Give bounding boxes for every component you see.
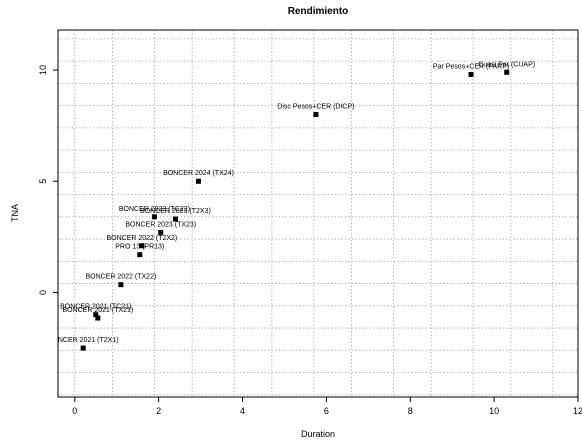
x-axis-label: Duration <box>301 429 335 439</box>
point-label: BONCER 2021 (T2X1) <box>48 337 119 344</box>
data-point <box>137 252 143 258</box>
data-points: Cuasi Par (CUAP)Par Pesos+CER (PARP) Disc… <box>48 61 535 351</box>
data-point <box>195 178 201 184</box>
x-tick-label: 4 <box>240 406 245 416</box>
x-tick-label: 6 <box>324 406 329 416</box>
x-tick-label: 0 <box>72 406 77 416</box>
point-label: BONCER 2024 (TX24) <box>163 170 234 177</box>
point-label: Disc Pesos+CER (DICP) <box>277 104 354 111</box>
plot-frame <box>57 29 579 398</box>
point-label: BONCER 2021 (TX21) <box>62 307 133 314</box>
x-tick-label: 2 <box>156 406 161 416</box>
data-point <box>80 345 86 351</box>
point-labels: Cuasi Par (CUAP)Par Pesos+CER (PARP) Disc… <box>48 61 535 344</box>
data-point <box>93 312 99 318</box>
point-label: BONCER 2023 (TC23) <box>119 206 190 213</box>
axis-ticks: 0 2 4 6 8 10 12 0 5 10 <box>38 65 582 416</box>
y-tick-label: 10 <box>38 65 48 75</box>
point-label: Cuasi Par (CUAP) <box>478 61 535 68</box>
data-point <box>118 282 124 288</box>
point-label: BONCER 2021 (TC21) <box>60 304 131 311</box>
data-point <box>172 216 178 222</box>
data-point <box>95 315 101 321</box>
y-tick-label: 5 <box>38 179 48 184</box>
data-point <box>151 214 157 220</box>
y-tick-label: 0 <box>38 290 48 295</box>
point-label: BONCER 2022 (T2X2) <box>106 235 177 242</box>
data-point <box>468 71 474 77</box>
y-axis-label: TNA <box>10 204 20 222</box>
grid-lines <box>58 30 578 397</box>
point-label: BONCER 2022 (TX22) <box>85 274 156 281</box>
x-tick-label: 12 <box>573 406 582 416</box>
x-tick-label: 10 <box>489 406 499 416</box>
data-point <box>158 229 164 235</box>
point-label: BONCER 2023 (TX23) <box>125 221 196 228</box>
data-point <box>504 69 510 75</box>
data-point <box>139 243 145 249</box>
point-label: Par Pesos+CER (PARP) <box>433 63 509 70</box>
point-label: BONCER 2023 (T2X3) <box>140 208 211 215</box>
data-point <box>313 112 319 118</box>
x-tick-label: 8 <box>408 406 413 416</box>
chart-title: Rendimiento <box>288 6 349 17</box>
